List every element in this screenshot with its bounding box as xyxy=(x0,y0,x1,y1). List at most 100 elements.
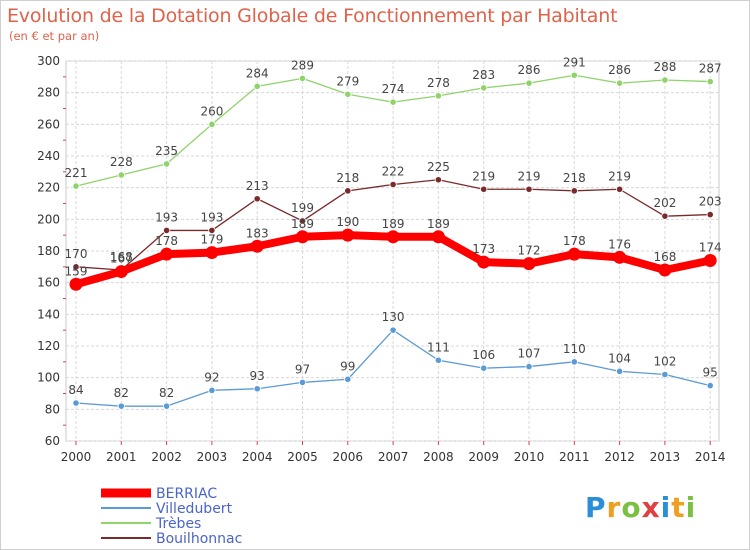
data-label-berriac: 167 xyxy=(110,252,133,266)
data-point-villedubert xyxy=(434,356,442,364)
data-label-trèbes: 235 xyxy=(155,144,178,158)
x-tick-label: 2012 xyxy=(604,450,635,464)
data-point-villedubert xyxy=(480,364,488,372)
data-label-bouilhonnac: 213 xyxy=(246,179,269,193)
y-tick-label: 180 xyxy=(37,244,60,258)
data-label-berriac: 172 xyxy=(518,244,541,258)
data-label-villedubert: 130 xyxy=(382,310,405,324)
x-tick-label: 2003 xyxy=(197,450,228,464)
data-label-berriac: 189 xyxy=(382,217,405,231)
data-point-berriac xyxy=(658,263,672,277)
data-point-berriac xyxy=(613,250,627,264)
y-tick-label: 140 xyxy=(37,307,60,321)
data-label-villedubert: 111 xyxy=(427,340,450,354)
data-label-trèbes: 287 xyxy=(699,62,722,76)
data-point-bouilhonnac xyxy=(434,176,442,184)
data-point-bouilhonnac xyxy=(706,210,714,219)
data-label-trèbes: 279 xyxy=(336,74,359,88)
data-point-berriac xyxy=(703,254,717,267)
data-label-berriac: 174 xyxy=(699,241,722,255)
data-point-berriac xyxy=(477,255,491,269)
legend-label-berriac: BERRIAC xyxy=(156,486,217,502)
y-tick-label: 280 xyxy=(37,86,60,100)
data-point-berriac xyxy=(431,230,445,244)
y-tick-label: 260 xyxy=(37,117,60,131)
y-tick-label: 60 xyxy=(45,434,60,448)
data-label-berriac: 178 xyxy=(563,234,586,248)
data-label-trèbes: 274 xyxy=(382,82,405,96)
data-label-villedubert: 99 xyxy=(340,359,355,373)
data-point-trèbes xyxy=(480,84,488,92)
y-tick-label: 120 xyxy=(37,339,60,353)
data-label-trèbes: 221 xyxy=(65,166,88,180)
data-point-bouilhonnac xyxy=(253,195,261,203)
data-point-villedubert xyxy=(661,370,669,379)
data-point-trèbes xyxy=(389,98,397,106)
legend-label-villedubert: Villedubert xyxy=(156,501,233,517)
data-label-bouilhonnac: 168 xyxy=(110,250,133,264)
data-label-trèbes: 260 xyxy=(200,104,223,118)
data-point-villedubert xyxy=(344,375,352,383)
x-tick-label: 2002 xyxy=(151,450,182,464)
logo-letter: P xyxy=(585,491,607,524)
data-label-berriac: 159 xyxy=(65,264,88,278)
legend-label-bouilhonnac: Bouilhonnac xyxy=(156,531,242,547)
data-label-bouilhonnac: 202 xyxy=(653,196,676,210)
data-point-trèbes xyxy=(434,92,442,100)
logo-letter: o xyxy=(621,491,642,524)
data-label-berriac: 190 xyxy=(336,215,359,229)
data-point-villedubert xyxy=(72,399,80,407)
data-label-trèbes: 283 xyxy=(472,68,495,82)
data-label-bouilhonnac: 193 xyxy=(155,210,178,224)
data-label-bouilhonnac: 218 xyxy=(336,171,359,185)
data-label-bouilhonnac: 219 xyxy=(608,169,631,183)
data-point-berriac xyxy=(341,228,355,242)
data-label-berriac: 173 xyxy=(472,242,495,256)
data-label-bouilhonnac: 219 xyxy=(518,169,541,183)
data-point-villedubert xyxy=(570,358,578,366)
legend-label-trèbes: Trèbes xyxy=(155,516,201,532)
data-label-trèbes: 286 xyxy=(518,63,541,77)
data-label-villedubert: 84 xyxy=(68,383,83,397)
y-tick-label: 220 xyxy=(37,181,60,195)
data-label-villedubert: 95 xyxy=(703,366,718,380)
data-point-bouilhonnac xyxy=(208,226,216,235)
data-point-villedubert xyxy=(298,378,307,387)
x-tick-label: 2014 xyxy=(695,450,726,464)
data-point-trèbes xyxy=(661,76,669,84)
data-label-bouilhonnac: 203 xyxy=(699,195,722,209)
data-label-bouilhonnac: 199 xyxy=(291,201,314,215)
data-point-trèbes xyxy=(253,82,261,90)
data-point-trèbes xyxy=(525,79,533,87)
data-label-bouilhonnac: 225 xyxy=(427,160,450,174)
x-tick-label: 2006 xyxy=(333,450,364,464)
chart-subtitle: (en € et par an) xyxy=(9,29,100,43)
data-point-berriac xyxy=(386,230,400,244)
x-tick-label: 2009 xyxy=(468,450,499,464)
data-label-trèbes: 286 xyxy=(608,63,631,77)
data-point-villedubert xyxy=(163,402,171,410)
data-label-villedubert: 104 xyxy=(608,351,631,365)
data-point-trèbes xyxy=(163,160,171,168)
data-point-trèbes xyxy=(208,120,216,128)
data-label-trèbes: 228 xyxy=(110,155,133,169)
data-point-bouilhonnac xyxy=(525,185,533,193)
y-tick-label: 240 xyxy=(37,149,60,163)
data-label-villedubert: 93 xyxy=(250,369,265,383)
x-tick-label: 2013 xyxy=(650,450,681,464)
logo-letter: x xyxy=(641,491,661,524)
y-tick-label: 200 xyxy=(37,212,60,226)
data-point-bouilhonnac xyxy=(570,187,578,195)
data-label-bouilhonnac: 170 xyxy=(65,247,88,261)
y-tick-label: 80 xyxy=(45,402,60,416)
x-tick-label: 2007 xyxy=(378,450,409,464)
data-label-bouilhonnac: 219 xyxy=(472,169,495,183)
data-point-trèbes xyxy=(615,79,624,87)
data-point-bouilhonnac xyxy=(661,212,669,220)
x-tick-label: 2004 xyxy=(242,450,273,464)
data-point-villedubert xyxy=(117,402,125,410)
data-point-trèbes xyxy=(570,71,578,79)
data-point-bouilhonnac xyxy=(615,185,624,193)
